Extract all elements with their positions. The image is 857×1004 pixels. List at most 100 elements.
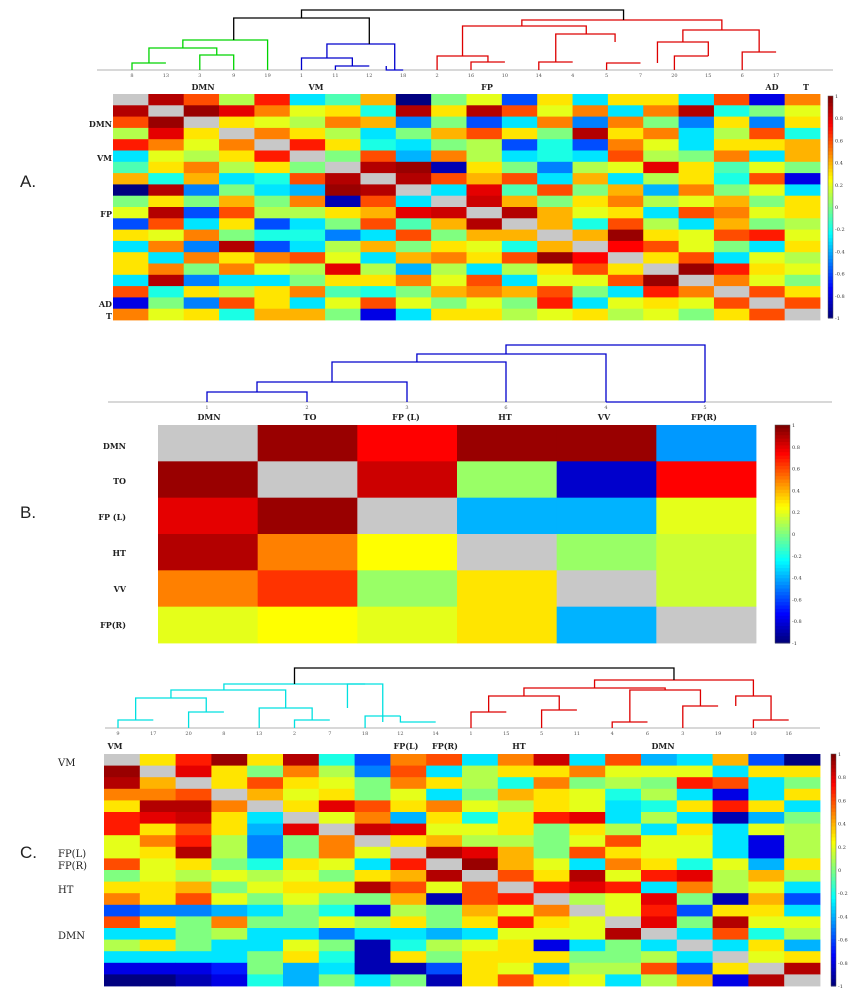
heatmap-cell xyxy=(572,274,609,287)
heatmap-cell xyxy=(572,240,609,253)
heatmap-cell xyxy=(431,94,467,106)
colorbar-step xyxy=(828,158,833,163)
heatmap-cell xyxy=(360,274,397,287)
heatmap-cell xyxy=(457,570,558,608)
colorbar-step xyxy=(828,165,833,170)
heatmap-cell xyxy=(605,870,642,882)
heatmap-cell xyxy=(748,951,785,964)
heatmap-cell xyxy=(139,835,176,848)
dendrogram-link xyxy=(385,66,404,71)
heatmap-cell xyxy=(572,161,609,174)
heatmap-cell xyxy=(395,150,432,163)
heatmap-cell xyxy=(607,229,644,242)
heatmap-cell xyxy=(247,951,284,964)
heatmap-cell xyxy=(325,240,361,253)
heatmap-cell xyxy=(537,94,573,106)
heatmap-cell xyxy=(712,846,749,859)
heatmap-cell xyxy=(431,240,467,253)
heatmap-cell xyxy=(676,870,713,882)
heatmap-cell xyxy=(676,812,713,824)
colorbar-step xyxy=(775,493,790,498)
heatmap-cell xyxy=(605,893,642,906)
dendrogram-link xyxy=(399,716,436,723)
group-label: HT xyxy=(498,412,512,422)
colorbar-step xyxy=(828,283,833,288)
heatmap-cell xyxy=(748,928,785,940)
heatmap-cell xyxy=(643,116,679,129)
leaf-label: 2 xyxy=(305,405,308,411)
leaf-label: 15 xyxy=(503,731,509,737)
colorbar-step xyxy=(775,540,790,545)
colorbar-step xyxy=(831,960,836,965)
colorbar-c: 1 0.8 0.6 0.4 0.2 0 -0.2 -0.4 -0.6 -0.8 -1 xyxy=(830,752,848,990)
dendrogram-link xyxy=(540,709,577,728)
heatmap-cell xyxy=(656,534,757,571)
heatmap-cell xyxy=(360,161,397,174)
heatmap-cell xyxy=(175,962,212,975)
heatmap-cell xyxy=(183,195,220,208)
colorbar-step xyxy=(828,252,833,257)
colorbar-tick-label: 1 xyxy=(838,752,841,758)
heatmap-cell xyxy=(289,184,326,197)
heatmap-cell xyxy=(360,308,397,321)
heatmap-cell xyxy=(784,893,821,906)
heatmap-cell xyxy=(211,951,248,964)
heatmap-cell xyxy=(462,823,499,836)
heatmap-cell xyxy=(158,534,259,571)
heatmap-cell xyxy=(139,812,176,824)
heatmap-cell xyxy=(784,218,821,230)
heatmap-cell xyxy=(254,161,291,174)
heatmap-cell xyxy=(289,139,326,151)
heatmap-cell xyxy=(462,962,499,975)
heatmap-cell xyxy=(426,800,463,813)
group-label: VM xyxy=(106,741,122,751)
colorbar-tick-label: 0.6 xyxy=(838,798,846,804)
panel-b: 1 2 3 6 4 5 DMN TO FP (L) HT VV FP(R) DMN TO FP (L) HT V… xyxy=(98,344,832,647)
colorbar-step xyxy=(775,534,790,538)
heatmap-cell xyxy=(390,904,427,917)
heatmap-cell xyxy=(497,881,534,894)
heatmap-cell xyxy=(537,263,573,276)
heatmap-cell xyxy=(395,105,432,117)
heatmap-cell xyxy=(318,881,355,894)
heatmap-cell xyxy=(466,308,503,321)
heatmap-cell xyxy=(395,173,432,185)
heatmap-cell xyxy=(533,754,570,766)
heatmap-cell xyxy=(219,116,255,129)
heatmap-cell xyxy=(219,252,255,264)
heatmap-cell xyxy=(497,754,534,766)
colorbar-step xyxy=(831,877,836,882)
heatmap-cell xyxy=(641,939,678,952)
heatmap-cell xyxy=(247,916,284,929)
colorbar-step xyxy=(831,920,836,925)
heatmap-cell xyxy=(643,263,679,276)
colorbar-frame xyxy=(774,424,791,644)
heatmap-cell xyxy=(211,928,248,940)
heatmap-cell xyxy=(104,904,141,917)
heatmap-cell xyxy=(183,308,220,321)
leaf-label: 11 xyxy=(332,73,338,79)
heatmap-cell xyxy=(466,240,503,253)
colorbar-step xyxy=(775,469,790,474)
leaf-label: 16 xyxy=(786,731,792,737)
heatmap-cell xyxy=(257,461,358,499)
heatmap-cell xyxy=(501,184,538,197)
row-label: VV xyxy=(113,584,127,594)
heatmap-cell xyxy=(748,974,785,987)
heatmap-cell xyxy=(462,881,499,894)
heatmap-cell xyxy=(183,139,220,151)
heatmap-cell xyxy=(749,139,786,151)
heatmap-cell xyxy=(784,229,821,242)
colorbar-step xyxy=(831,924,836,929)
colorbar-step xyxy=(775,578,790,583)
heatmap-cell xyxy=(678,161,715,174)
heatmap-cell xyxy=(497,928,534,940)
colorbar-step xyxy=(831,761,836,766)
heatmap-cell xyxy=(533,765,570,778)
heatmap-cell xyxy=(395,252,432,264)
heatmap-cell xyxy=(139,904,176,917)
heatmap-cell xyxy=(148,263,185,276)
heatmap-cell xyxy=(211,777,248,790)
heatmap-cell xyxy=(247,881,284,894)
